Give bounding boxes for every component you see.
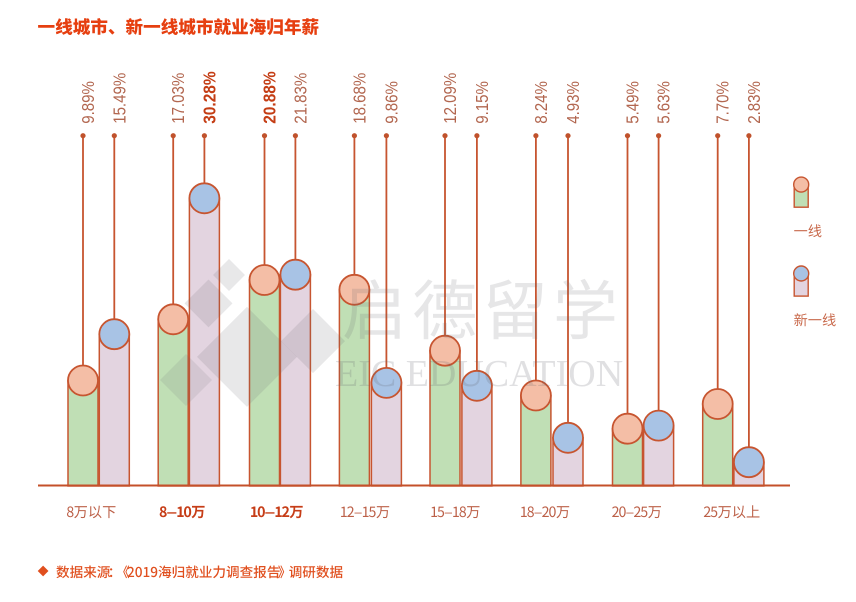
svg-text:18.68%: 18.68% [350, 73, 369, 124]
svg-text:9.89%: 9.89% [79, 81, 98, 124]
svg-text:9.86%: 9.86% [382, 81, 401, 124]
svg-text:9.15%: 9.15% [473, 81, 492, 124]
svg-text:20.88%: 20.88% [259, 71, 279, 124]
svg-text:15.49%: 15.49% [110, 73, 129, 124]
svg-text:5.49%: 5.49% [623, 81, 642, 124]
svg-text:21.83%: 21.83% [291, 73, 310, 124]
svg-text:4.93%: 4.93% [564, 81, 583, 124]
svg-text:30.28%: 30.28% [199, 71, 219, 124]
svg-text:8.24%: 8.24% [532, 81, 551, 124]
svg-text:2.83%: 2.83% [745, 81, 764, 124]
svg-text:EIC EDUCATION: EIC EDUCATION [335, 353, 623, 395]
svg-text:7.70%: 7.70% [714, 81, 733, 124]
svg-text:12.09%: 12.09% [441, 73, 460, 124]
svg-text:17.03%: 17.03% [169, 73, 188, 124]
svg-text:5.63%: 5.63% [655, 81, 674, 124]
